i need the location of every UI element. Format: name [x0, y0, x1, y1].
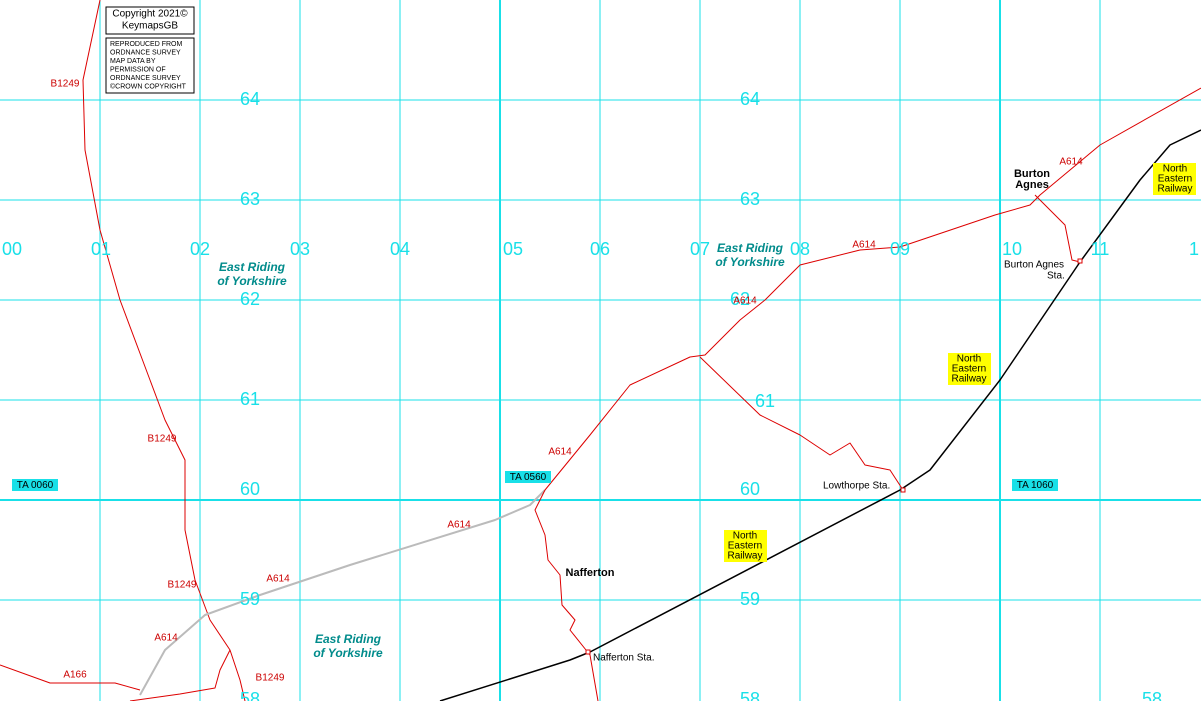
easting-label: 1 [1189, 239, 1199, 259]
easting-label: 00 [2, 239, 22, 259]
grid-ref-box [505, 471, 551, 483]
northing-label: 58 [1142, 689, 1162, 701]
railway-label: Eastern [728, 541, 762, 552]
northing-label: 64 [740, 89, 760, 109]
easting-label: 05 [503, 239, 523, 259]
notice-text: ORDNANCE SURVEY [110, 49, 181, 56]
northing-label: 60 [240, 479, 260, 499]
copyright-box [105, 6, 195, 94]
railway-label: Railway [951, 374, 986, 385]
place-name: Burton [1014, 168, 1050, 180]
road-label: A614 [548, 447, 572, 458]
railway-label: North [733, 531, 757, 542]
railway-label: North [1163, 164, 1187, 175]
notice-text: REPRODUCED FROM [110, 41, 183, 48]
road-label: A614 [154, 633, 178, 644]
easting-label: 02 [190, 239, 210, 259]
easting-label: 06 [590, 239, 610, 259]
road-label: A614 [852, 240, 876, 251]
road-label: B1249 [168, 580, 197, 591]
northing-label: 62 [730, 289, 750, 309]
northing-label: 62 [240, 289, 260, 309]
grid-ref: TA 0560 [510, 472, 547, 483]
easting-label: 03 [290, 239, 310, 259]
district-name: East Riding [315, 632, 382, 646]
easting-label: 01 [91, 239, 111, 259]
railway-label: Railway [1157, 184, 1192, 195]
district-name: of Yorkshire [217, 274, 287, 288]
easting-label: 09 [890, 239, 910, 259]
notice-text: PERMISSION OF [110, 66, 166, 73]
station-name: Sta. [1047, 271, 1065, 282]
grid-ref-box [12, 479, 58, 491]
northing-label: 58 [740, 689, 760, 701]
notice-text: ©CROWN COPYRIGHT [110, 82, 187, 90]
district-name: of Yorkshire [313, 646, 383, 660]
northing-label: 58 [240, 689, 260, 701]
railway-label: Eastern [952, 364, 986, 375]
road-label: A614 [447, 520, 471, 531]
place-name: Nafferton [566, 567, 615, 579]
road-label: A614 [1059, 157, 1083, 168]
easting-label: 07 [690, 239, 710, 259]
notice-text: MAP DATA BY [110, 58, 156, 65]
northing-label: 60 [740, 479, 760, 499]
northing-label: 63 [240, 189, 260, 209]
northing-label: 61 [755, 391, 775, 411]
railway-box [724, 530, 767, 562]
place-name: Agnes [1015, 179, 1049, 191]
grid-ref: TA 1060 [1017, 480, 1054, 491]
station-name: Nafferton Sta. [593, 653, 655, 664]
grid-ref: TA 0060 [17, 480, 54, 491]
road-label: B1249 [51, 79, 80, 90]
district-name: of Yorkshire [715, 255, 785, 269]
label-boxes [12, 163, 1196, 562]
copyright-text: KeymapsGB [122, 21, 178, 32]
northing-label: 59 [240, 589, 260, 609]
railway-box [1153, 163, 1196, 195]
road-label: A614 [733, 296, 757, 307]
railway-label: North [957, 354, 981, 365]
copyright-text: Copyright 2021© [112, 9, 188, 20]
district-name: East Riding [717, 241, 784, 255]
northing-label: 61 [240, 389, 260, 409]
easting-label: 08 [790, 239, 810, 259]
road-label: B1249 [256, 673, 285, 684]
station-markers [585, 258, 1083, 655]
northing-label: 59 [740, 589, 760, 609]
railway-label: Eastern [1158, 174, 1192, 185]
grid-ref-box [1012, 479, 1058, 491]
station-name: Lowthorpe Sta. [823, 481, 890, 492]
district-name: East Riding [219, 260, 286, 274]
road-label: A166 [63, 670, 87, 681]
northing-label: 63 [740, 189, 760, 209]
road-label: A614 [266, 574, 290, 585]
easting-label: 04 [390, 239, 410, 259]
northing-label: 64 [240, 89, 260, 109]
notice-text: ORDNANCE SURVEY [110, 75, 181, 82]
easting-label: 10 [1002, 239, 1022, 259]
easting-label: 11 [1091, 239, 1110, 259]
railway-box [948, 353, 991, 385]
railway-label: Railway [727, 551, 762, 562]
station-name: Burton Agnes [1004, 260, 1064, 271]
road-label: B1249 [148, 434, 177, 445]
